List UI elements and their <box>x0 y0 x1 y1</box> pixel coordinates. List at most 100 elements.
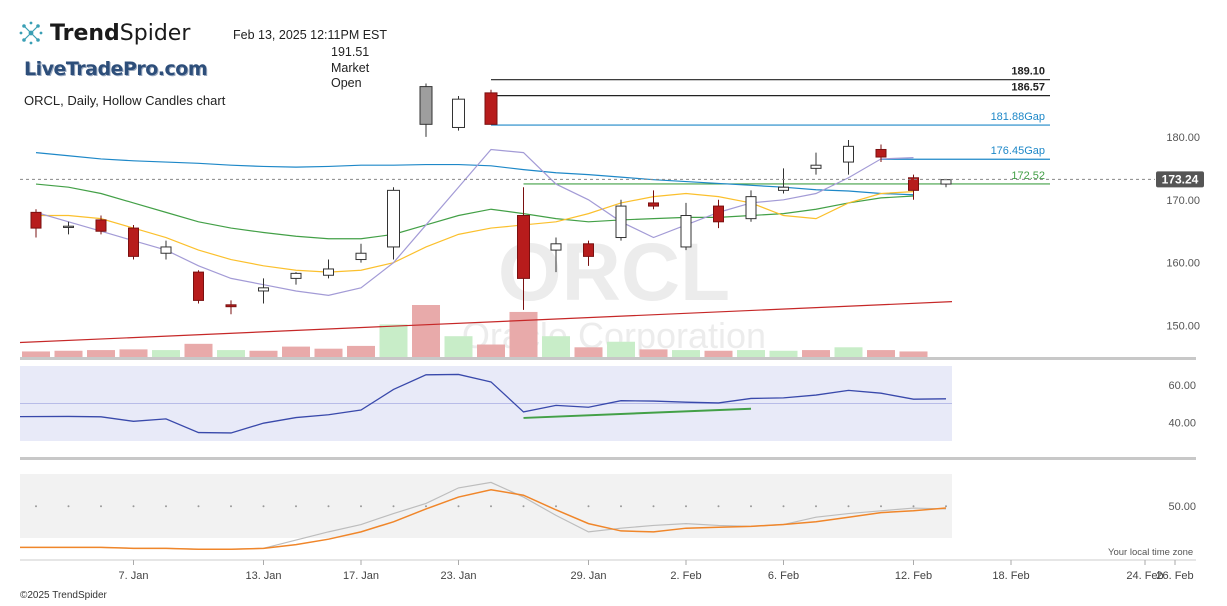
volume-bar <box>249 350 278 357</box>
candle-body <box>355 252 367 261</box>
price-tick-label: 180.00 <box>1166 132 1200 144</box>
stoch-level-dot <box>230 505 232 508</box>
time-tick-label: 13. Jan <box>245 570 281 582</box>
stoch-level-dot <box>67 505 70 508</box>
stoch-level-dot <box>620 505 622 508</box>
candle-body <box>713 205 724 223</box>
stoch-level-dot <box>132 505 135 508</box>
candle-body <box>778 186 789 191</box>
candles[interactable] <box>30 83 952 315</box>
time-tick-label: 7. Jan <box>119 570 149 582</box>
stoch-level-dot <box>425 505 427 508</box>
candle-body <box>517 215 530 279</box>
timestamp: Feb 13, 2025 12:11PM EST <box>233 28 388 42</box>
volume-bar <box>737 350 765 357</box>
volume-bar <box>184 343 213 357</box>
candle-body <box>843 145 854 163</box>
volume-bar <box>119 349 148 357</box>
time-tick-label: 2. Feb <box>670 570 701 582</box>
stoch-level-dot <box>782 505 785 508</box>
stoch-tick-label: 50.00 <box>1168 501 1196 513</box>
stoch-level-dot <box>457 505 460 508</box>
rsi-tick-label: 40.00 <box>1168 417 1196 429</box>
last-price: 191.51 <box>331 45 370 59</box>
trendspider-logo: TrendSpider <box>18 20 190 46</box>
stoch-level-dot <box>880 505 882 508</box>
volume-bar <box>54 350 83 357</box>
time-tick-label: 18. Feb <box>992 570 1029 582</box>
level-label: 172.52 <box>1011 170 1045 182</box>
candle-body <box>63 225 74 228</box>
price-axis: 173.24 180.00 170.00 160.00 150.00 <box>20 132 1204 333</box>
volume-bar <box>672 350 700 357</box>
volume-bar <box>477 344 505 357</box>
candle-body <box>225 304 237 308</box>
time-tick-label: 29. Jan <box>570 570 606 582</box>
stoch-level-dot <box>165 505 167 508</box>
volume-bar <box>802 350 830 357</box>
volume-bar <box>87 350 115 357</box>
pane-separator[interactable] <box>20 457 1196 460</box>
stoch-level-dot <box>652 505 655 508</box>
candle-body <box>908 177 919 191</box>
pane-separator[interactable] <box>20 357 1196 360</box>
volume-bar <box>704 350 733 357</box>
volume-bar <box>834 347 863 357</box>
time-axis: 7. Jan 13. Jan 17. Jan 23. Jan 29. Jan 2. Feb… <box>119 560 1194 582</box>
volume-bar <box>379 324 408 357</box>
market-status-open: Open <box>331 76 362 90</box>
candle-body <box>583 243 594 257</box>
candle-body <box>419 86 433 125</box>
stoch-level-dot <box>262 505 265 508</box>
candle-body <box>940 179 952 185</box>
rsi-tick-label: 60.00 <box>1168 380 1196 392</box>
stoch-level-dot <box>327 505 330 508</box>
time-tick-label: 17. Jan <box>343 570 379 582</box>
volume-bar <box>607 341 635 357</box>
local-time-zone[interactable]: Your local time zone <box>1108 547 1194 558</box>
candle-body <box>258 287 269 292</box>
stoch-level-dot <box>945 505 947 508</box>
brand-name: TrendSpider <box>50 20 191 46</box>
volume-bar <box>509 311 538 357</box>
stoch-level-dot <box>100 505 102 508</box>
level-lines: 189.10 186.57 181.88Gap 176.45Gap 172.52 <box>491 66 1050 185</box>
ema20-line <box>36 191 914 273</box>
candle-body <box>290 272 302 279</box>
candle-body <box>30 211 42 229</box>
candle-body <box>680 215 692 248</box>
candle-body <box>484 92 498 125</box>
candle-body <box>193 271 204 301</box>
stoch-k-line <box>20 488 947 551</box>
current-price-tag <box>1156 171 1204 188</box>
blue-ma-line <box>35 152 914 196</box>
purple-band-line <box>35 148 914 296</box>
candle-body <box>745 196 757 220</box>
stoch-level-dot <box>717 505 720 508</box>
rsi-line <box>19 373 947 434</box>
price-tick-label: 150.00 <box>1166 321 1200 333</box>
time-tick-label: 23. Jan <box>440 570 476 582</box>
time-tick-label: 26. Feb <box>1156 570 1193 582</box>
stoch-pane-bg <box>20 474 952 538</box>
volume-bar <box>542 336 570 357</box>
sma200-line <box>19 301 953 344</box>
rsi-trendline <box>523 407 752 419</box>
candle-body <box>387 189 400 248</box>
level-label: 186.57 <box>1011 82 1045 94</box>
volume-bars <box>22 305 928 357</box>
volume-bar <box>412 305 440 357</box>
volume-bar <box>639 349 668 357</box>
candle-body <box>550 243 562 251</box>
candle-body <box>95 219 107 232</box>
stoch-level-dot <box>35 505 37 508</box>
level-label: 189.10 <box>1011 66 1045 78</box>
candle-body <box>648 202 659 207</box>
current-price-label: 173.24 <box>1162 172 1199 186</box>
volume-bar <box>314 348 343 357</box>
sma50-line <box>35 183 914 240</box>
stoch-level-dot <box>555 505 557 508</box>
price-tick-label: 170.00 <box>1166 195 1200 207</box>
stoch-level-dot <box>392 505 395 508</box>
